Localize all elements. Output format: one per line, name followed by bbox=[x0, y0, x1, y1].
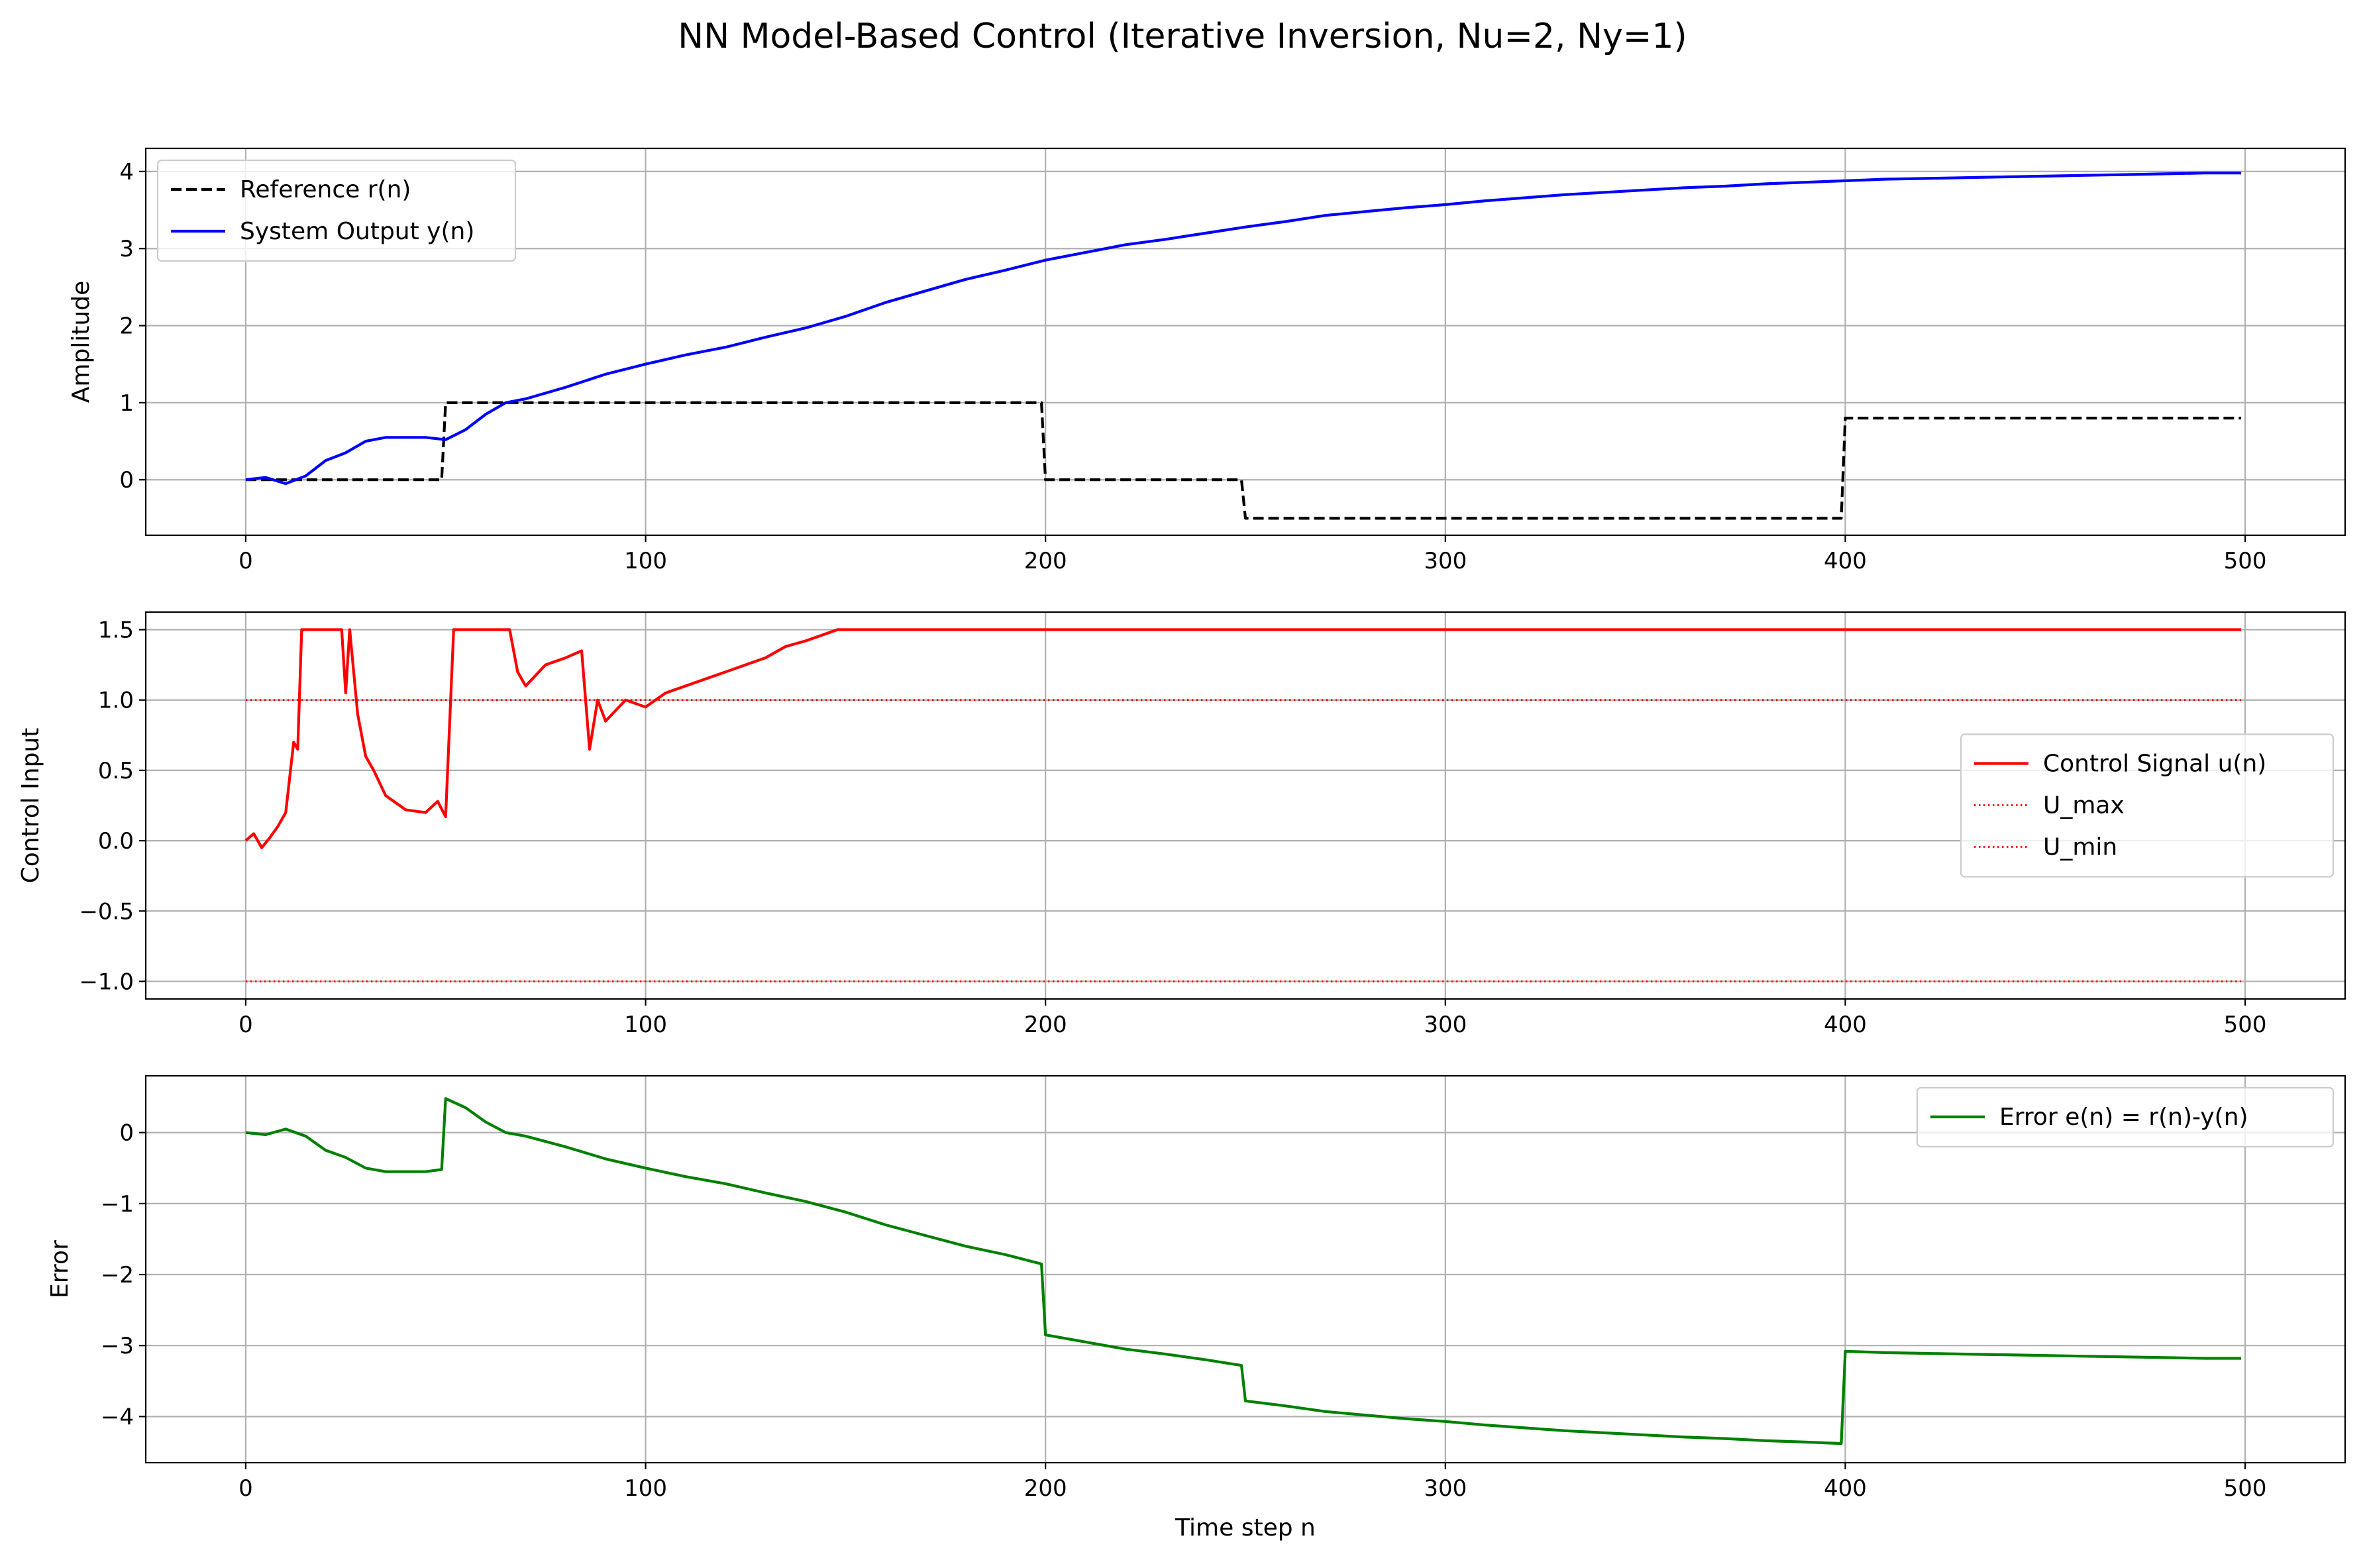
control-input-legend-label-0: Control Signal u(n) bbox=[2043, 751, 2266, 778]
control-input-y-tick-label: 0.5 bbox=[98, 758, 134, 784]
error-x-axis-label: Time step n bbox=[1175, 1514, 1316, 1542]
error-panel: 0 100 200 300 400 500 −4 −3 −2 −1 0 Error Time step … bbox=[46, 1074, 2346, 1542]
error-legend-box bbox=[1916, 1086, 2335, 1148]
amplitude-y-axis-label: Amplitude bbox=[68, 281, 95, 403]
error-x-tick-label: 300 bbox=[1424, 1475, 1467, 1502]
amplitude-legend: Reference r(n) System Output y(n) bbox=[156, 159, 517, 262]
error-y-tick-label: −4 bbox=[101, 1404, 134, 1430]
error-legend: Error e(n) = r(n)-y(n) bbox=[1916, 1086, 2335, 1148]
error-x-tick-label: 400 bbox=[1824, 1475, 1867, 1502]
amplitude-panel: 0 100 200 300 400 500 0 1 2 3 4 Amplitude Reference … bbox=[68, 147, 2346, 574]
amplitude-x-tick-label: 0 bbox=[238, 548, 253, 574]
control-input-panel: 0 100 200 300 400 500 −1.0 −0.5 0.0 0.5 1.0 1.5 Cont… bbox=[17, 611, 2346, 1038]
amplitude-series-line-0 bbox=[245, 401, 2242, 520]
amplitude-y-tick-label: 0 bbox=[119, 467, 134, 494]
amplitude-axes-frame bbox=[144, 147, 2346, 537]
control-input-y-tick-label: 1.0 bbox=[98, 688, 134, 714]
error-series-group bbox=[245, 1097, 2242, 1445]
control-input-x-tick-label: 0 bbox=[238, 1012, 253, 1038]
amplitude-x-tick-label: 300 bbox=[1424, 548, 1467, 574]
control-input-legend-label-2: U_min bbox=[2043, 834, 2117, 861]
amplitude-x-tick-label: 200 bbox=[1024, 548, 1067, 574]
error-y-tick-label: −1 bbox=[101, 1191, 134, 1218]
amplitude-y-tick-label: 2 bbox=[119, 313, 134, 340]
amplitude-legend-label-1: System Output y(n) bbox=[240, 218, 474, 245]
error-series-line-0 bbox=[245, 1097, 2242, 1445]
control-input-legend-label-1: U_max bbox=[2043, 792, 2125, 819]
control-input-series-group bbox=[244, 628, 2242, 982]
control-input-y-tick-label: 1.5 bbox=[98, 617, 134, 644]
error-x-tick-label: 200 bbox=[1024, 1475, 1067, 1502]
error-legend-label-0: Error e(n) = r(n)-y(n) bbox=[1999, 1104, 2248, 1131]
control-input-x-tick-label: 300 bbox=[1424, 1012, 1467, 1038]
control-input-y-tick-label: 0.0 bbox=[98, 828, 134, 855]
control-input-x-tick-label: 400 bbox=[1824, 1012, 1867, 1038]
error-y-tick-label: −3 bbox=[101, 1333, 134, 1359]
figure-title: NN Model-Based Control (Iterative Invers… bbox=[678, 17, 1687, 56]
control-input-y-axis-label: Control Input bbox=[17, 728, 44, 884]
error-x-tick-label: 100 bbox=[624, 1475, 667, 1502]
amplitude-x-tick-label: 100 bbox=[624, 548, 667, 574]
control-input-x-tick-label: 100 bbox=[624, 1012, 667, 1038]
amplitude-x-tick-label: 500 bbox=[2224, 548, 2267, 574]
amplitude-series-group bbox=[245, 172, 2242, 520]
control-input-legend: Control Signal u(n) U_max U_min bbox=[1960, 733, 2335, 878]
amplitude-x-tick-label: 400 bbox=[1824, 548, 1867, 574]
amplitude-y-tick-label: 4 bbox=[119, 159, 134, 185]
error-y-axis-label: Error bbox=[46, 1240, 74, 1298]
error-axes-frame bbox=[144, 1074, 2346, 1464]
amplitude-legend-label-0: Reference r(n) bbox=[240, 176, 411, 203]
control-input-series-line-0 bbox=[244, 628, 2242, 849]
amplitude-series-line-1 bbox=[245, 172, 2242, 486]
amplitude-y-tick-label: 3 bbox=[119, 236, 134, 262]
control-input-legend-box bbox=[1960, 733, 2335, 878]
amplitude-y-tick-label: 1 bbox=[119, 390, 134, 417]
error-x-tick-label: 0 bbox=[238, 1475, 253, 1502]
control-input-x-tick-label: 200 bbox=[1024, 1012, 1067, 1038]
control-input-y-tick-label: −1.0 bbox=[79, 968, 134, 995]
control-input-x-tick-label: 500 bbox=[2224, 1012, 2267, 1038]
control-input-axes-frame bbox=[144, 611, 2346, 1000]
error-x-tick-label: 500 bbox=[2224, 1475, 2267, 1502]
amplitude-legend-box bbox=[156, 159, 517, 262]
control-input-y-tick-label: −0.5 bbox=[79, 898, 134, 925]
error-y-tick-label: −2 bbox=[101, 1262, 134, 1288]
error-y-tick-label: 0 bbox=[119, 1120, 134, 1147]
